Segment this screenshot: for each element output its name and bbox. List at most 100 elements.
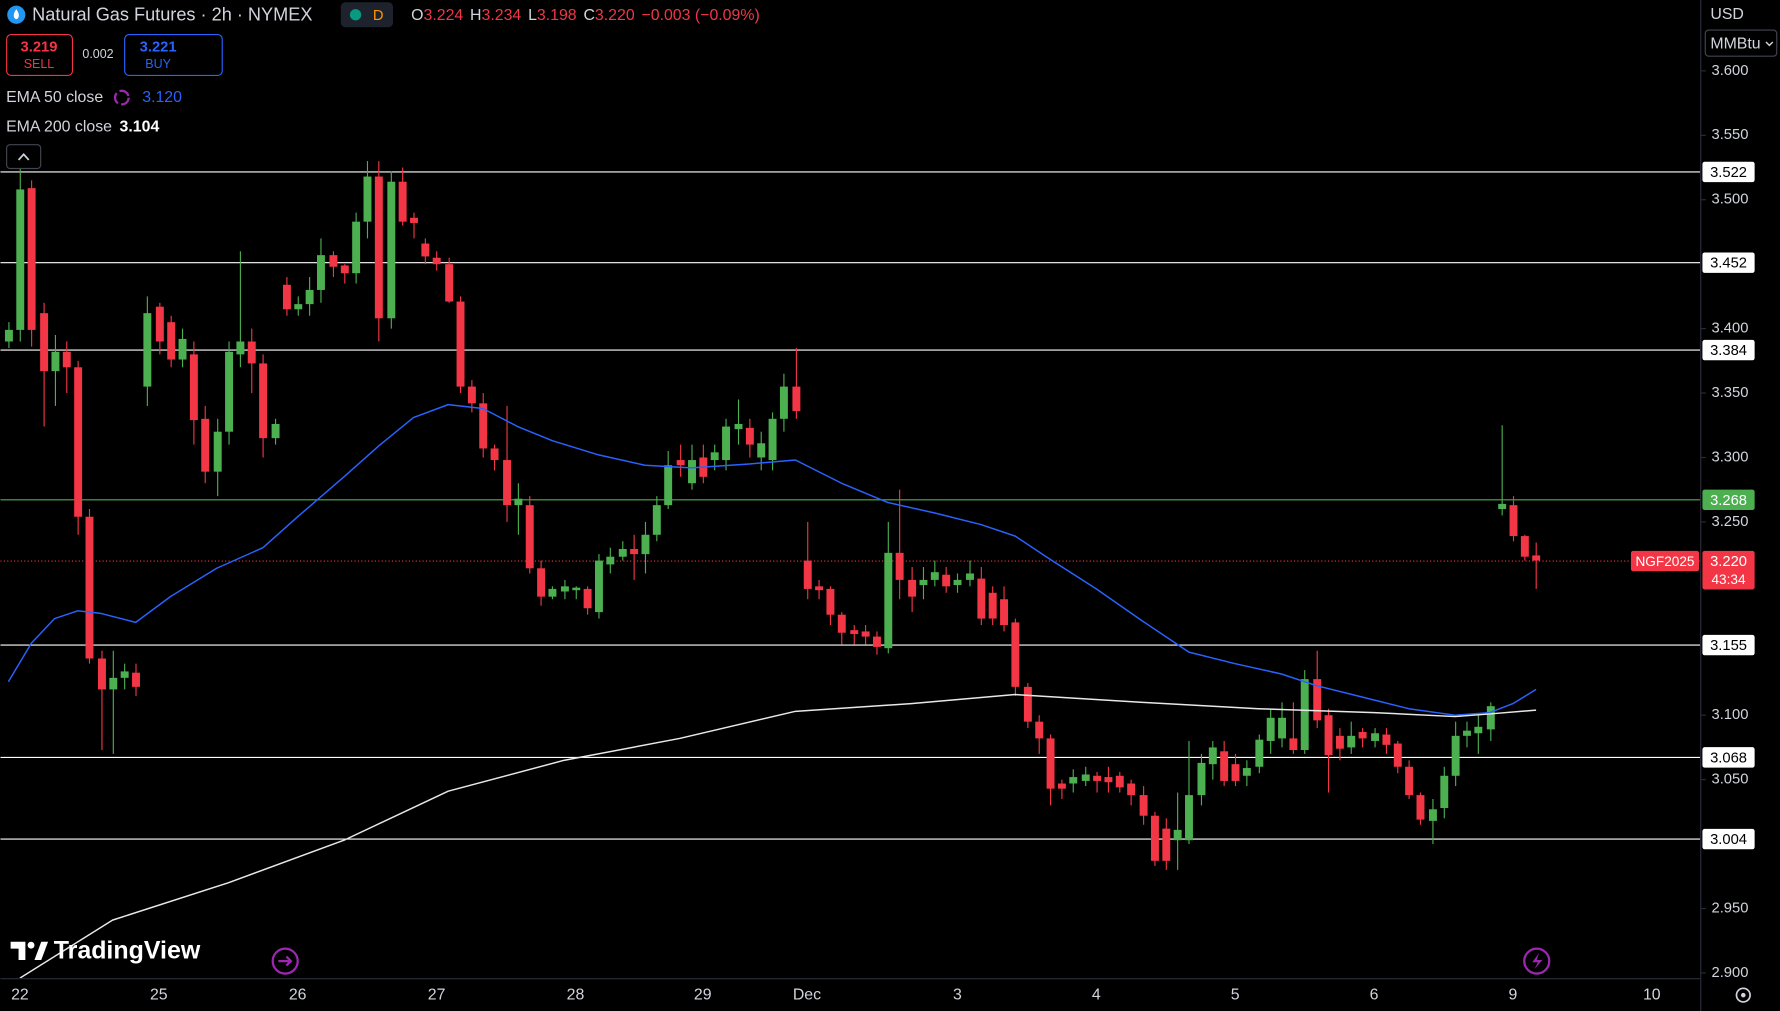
currency-button[interactable]: [1704, 1, 1778, 28]
candle-body: [768, 418, 777, 461]
legend-name[interactable]: EMA 200 close: [6, 118, 112, 135]
candle-body: [1382, 734, 1391, 745]
y-tick-label: 3.350: [1712, 385, 1749, 401]
candle-body: [1532, 555, 1541, 561]
y-tick-label: 3.100: [1712, 707, 1749, 723]
candle-body: [374, 176, 383, 319]
brand-logo[interactable]: TradingView: [10, 937, 201, 965]
candle-body: [421, 243, 430, 257]
symbol-label: NGF2025: [1635, 554, 1694, 569]
candle-body: [930, 572, 939, 580]
candle-body: [16, 189, 25, 330]
candle-body: [398, 181, 407, 222]
candle-body: [294, 304, 303, 310]
candle-body: [467, 386, 476, 404]
legend-value: 3.120: [142, 89, 182, 106]
delay-badge: D: [373, 8, 384, 24]
candle-body: [618, 548, 627, 557]
candle-body: [1023, 686, 1032, 722]
candle-body: [143, 313, 152, 387]
symbol-title[interactable]: Natural Gas Futures · 2h · NYMEX: [32, 5, 312, 25]
symbol-icon-flame: [13, 9, 19, 20]
candle-body: [1486, 706, 1495, 730]
x-tick-label: 25: [150, 986, 168, 1003]
ohlc-values: O3.224 H3.234 L3.198 C3.220 −0.003 (−0.09%): [411, 7, 760, 24]
candle-body: [201, 418, 210, 472]
candle-body: [259, 363, 268, 439]
buy-label: BUY: [145, 57, 171, 71]
candle-body: [1440, 775, 1449, 808]
y-tick-label: 3.050: [1712, 772, 1749, 788]
candle-body: [1220, 751, 1229, 781]
candle-body: [132, 672, 140, 687]
candle-body: [1266, 717, 1275, 741]
ema-line: [19, 693, 1537, 979]
candle-body: [282, 284, 291, 310]
chevron-up: [17, 153, 30, 161]
brand-name: TradingView: [54, 937, 201, 965]
buy-button[interactable]: [124, 34, 223, 77]
candle-body: [479, 403, 488, 449]
candle-body: [1474, 726, 1483, 734]
candle-body: [62, 351, 71, 368]
chevron-down: [1765, 41, 1774, 47]
x-tick-label: 26: [289, 986, 307, 1003]
candle-body: [652, 505, 661, 535]
candle-body: [1139, 795, 1148, 816]
candle-body: [826, 588, 835, 615]
candle-body: [1127, 783, 1136, 796]
candle-body: [583, 588, 592, 609]
candle-body: [1289, 738, 1298, 751]
sell-price: 3.219: [21, 40, 58, 56]
unit-button[interactable]: [1704, 29, 1778, 57]
candle-body: [1358, 731, 1367, 739]
buy-price: 3.221: [140, 40, 177, 56]
candle-body: [745, 427, 754, 445]
legend-name[interactable]: EMA 50 close: [6, 89, 103, 106]
logo-mark: [27, 941, 35, 949]
candle-body: [815, 586, 824, 591]
level-label: 3.452: [1710, 256, 1747, 272]
x-tick-label: 29: [694, 986, 712, 1003]
candle-body: [1255, 739, 1264, 767]
candle-body: [548, 588, 557, 597]
candle-body: [363, 176, 372, 222]
legend-collapse-button[interactable]: [6, 144, 42, 170]
candle-body: [1035, 721, 1044, 739]
go-to-date-button[interactable]: [271, 947, 299, 975]
candle-body: [850, 630, 859, 635]
level-label: 3.384: [1710, 343, 1747, 359]
candle-body: [953, 579, 962, 586]
candle-body: [872, 636, 881, 647]
candle-body: [1451, 735, 1460, 776]
status-badge[interactable]: [340, 2, 394, 28]
candle-body: [1185, 795, 1193, 841]
candle-body: [503, 460, 512, 506]
candle-body: [387, 181, 396, 319]
candle-body: [1069, 777, 1078, 784]
candle-body: [1509, 505, 1518, 537]
countdown: 43:34: [1711, 572, 1745, 587]
candle-body: [490, 448, 499, 461]
level-label: 3.155: [1710, 638, 1747, 654]
settings-button[interactable]: [1735, 987, 1751, 1003]
events-button[interactable]: [1523, 947, 1551, 975]
candle-body: [1405, 766, 1414, 796]
candle-body: [155, 306, 164, 342]
sell-button[interactable]: [6, 34, 74, 77]
candle-body: [594, 560, 603, 613]
arrow-icon: [278, 955, 293, 967]
logo-mark: [10, 941, 26, 960]
candle-body: [1347, 735, 1356, 748]
candle-body: [1208, 747, 1217, 765]
plot-area: [0, 148, 1701, 979]
candle-body: [1242, 768, 1251, 776]
level-label-box: [1702, 828, 1755, 850]
candle-body: [1520, 536, 1529, 557]
ohlc-value: 3.234: [482, 7, 522, 24]
candle-body: [1173, 829, 1182, 841]
candle-body: [27, 188, 36, 330]
candle-body: [942, 574, 951, 587]
candle-body: [722, 426, 731, 461]
